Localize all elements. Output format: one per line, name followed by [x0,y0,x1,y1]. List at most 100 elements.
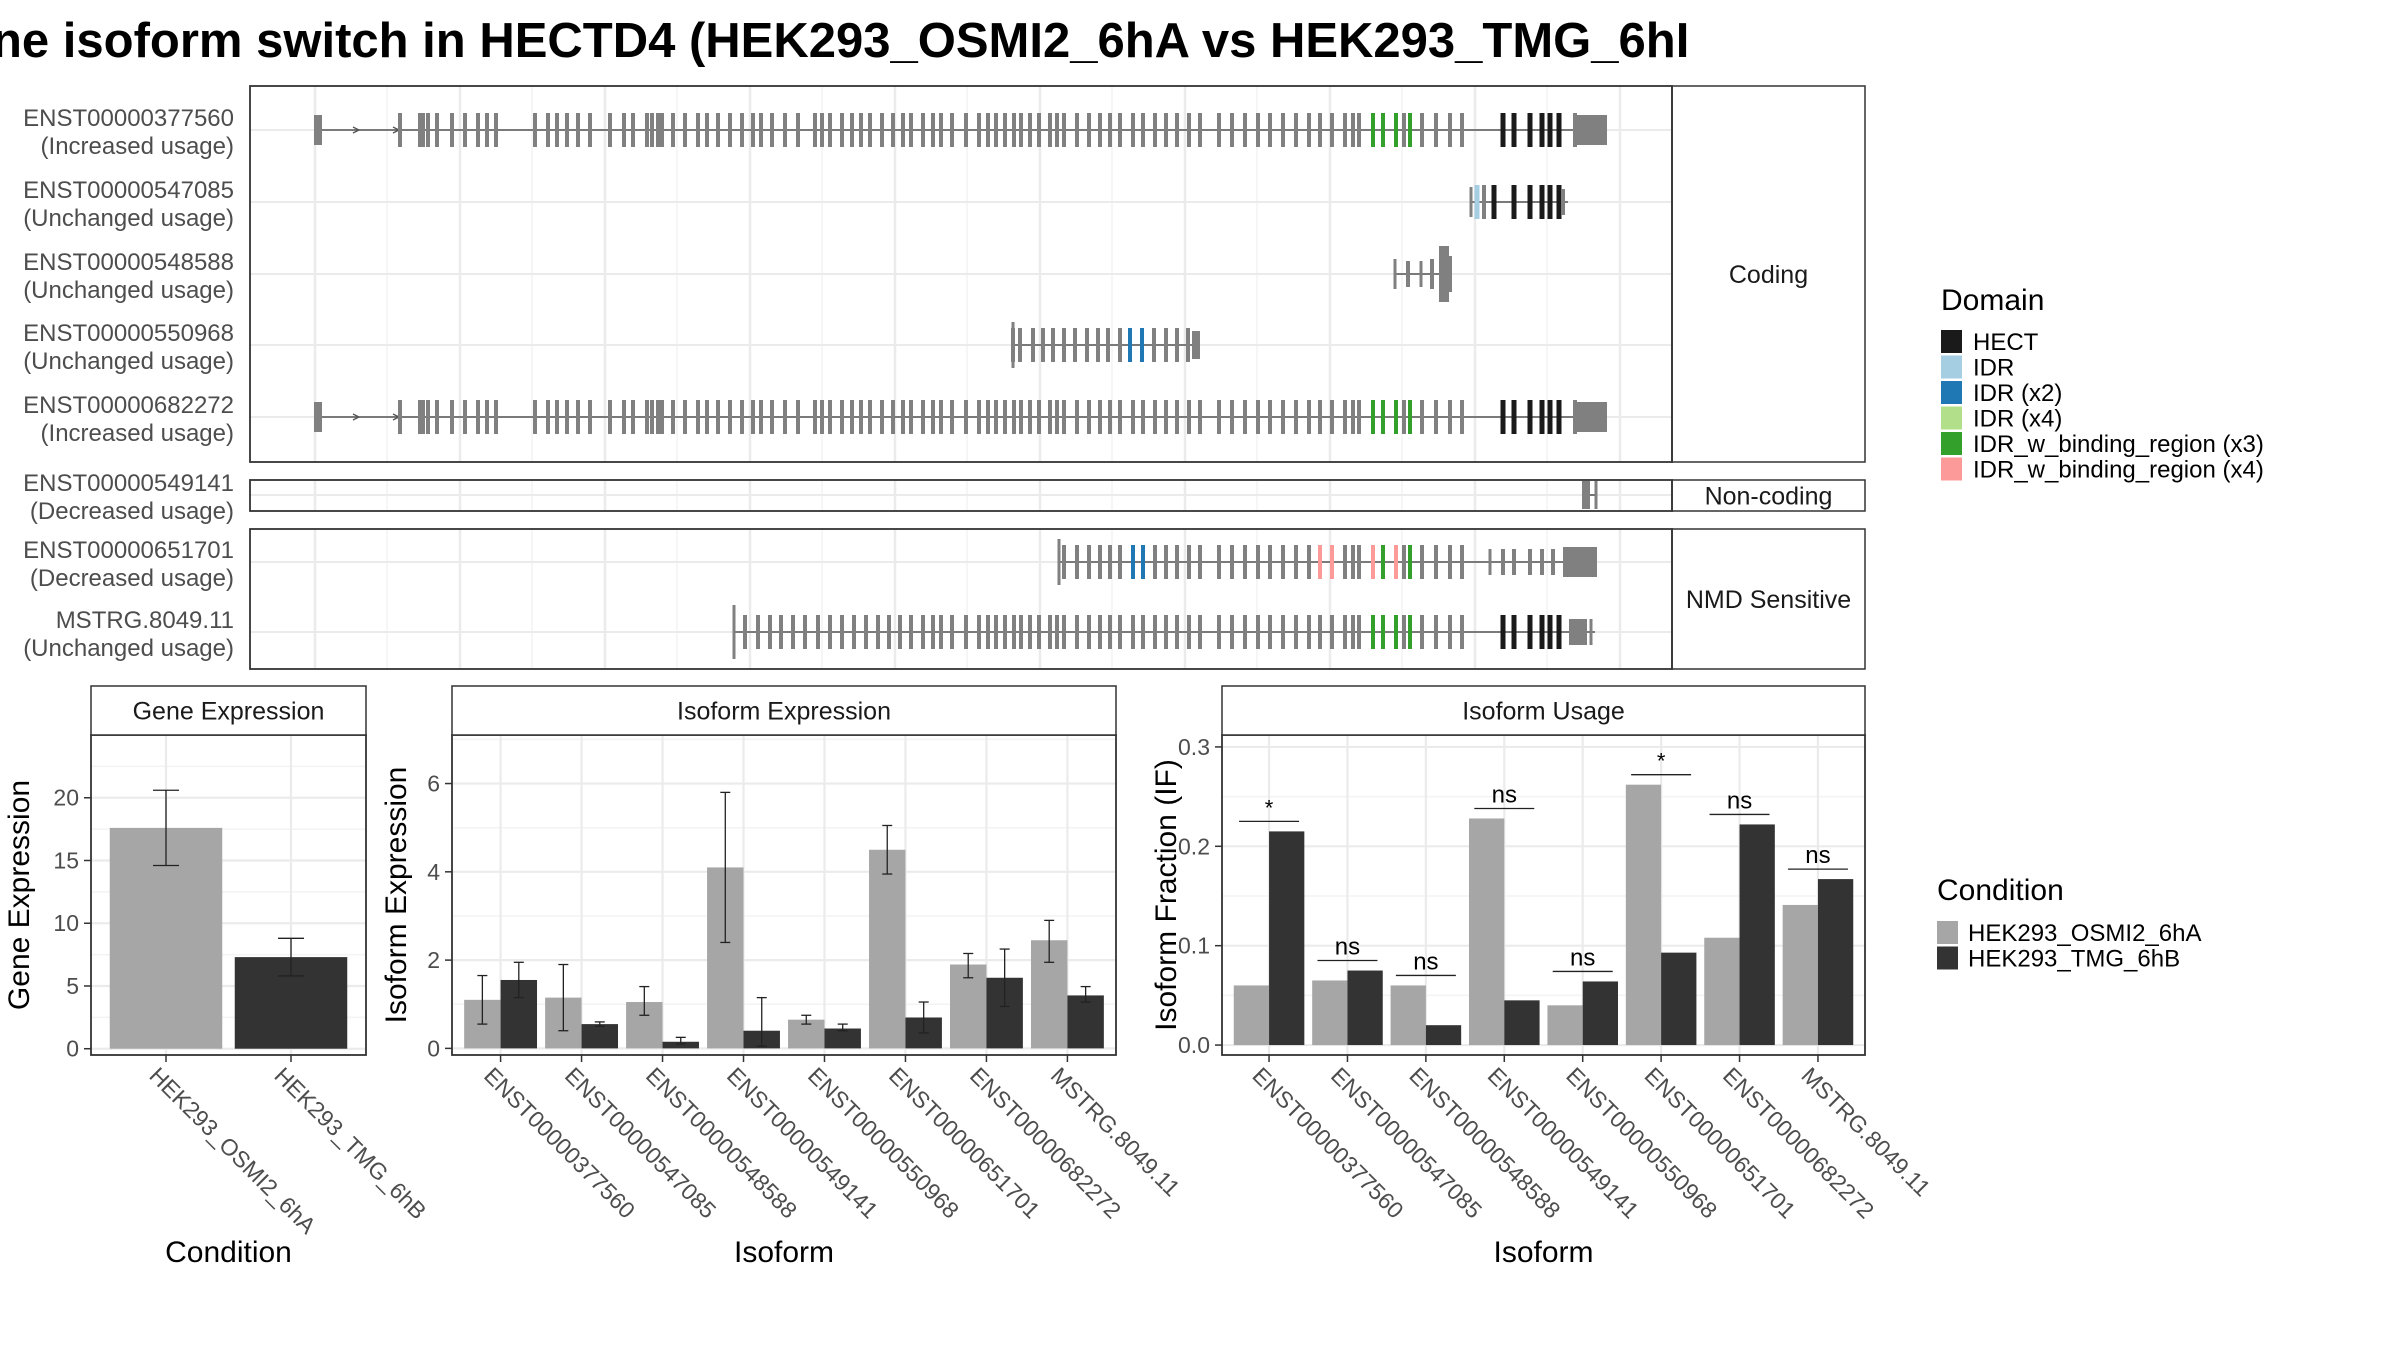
exon [1075,113,1079,147]
exon [1198,545,1202,579]
exon [964,400,968,434]
exon [1062,545,1066,579]
domain-exon [1371,113,1375,147]
domain-exon [1318,545,1322,579]
isoform-usage-label: (Decreased usage) [30,565,234,592]
exon [1281,615,1285,649]
hect-exon [1539,185,1545,219]
significance-label: * [1657,749,1666,774]
exon [1357,545,1361,579]
exon [398,400,402,434]
bar [1269,831,1305,1046]
x-axis-title: Condition [165,1236,292,1269]
exon [1075,545,1079,579]
exon [1294,545,1298,579]
exon [656,113,660,147]
panel-strip [451,685,1117,736]
bar [1233,985,1270,1046]
exon [1153,545,1157,579]
exon [1164,113,1168,147]
exon [645,400,649,434]
hect-exon [1500,113,1506,147]
exon [656,400,660,434]
direction-arrow [352,413,361,421]
exon [1198,400,1202,434]
panel-strip [90,685,367,736]
panel-strip-label: Coding [1729,261,1808,289]
exon [421,400,425,434]
exon [476,400,480,434]
exon [880,113,884,147]
exon [1062,328,1066,362]
exon [828,113,832,147]
exon [1037,615,1041,649]
exon [1501,549,1505,575]
exon [1003,113,1007,147]
exon [803,615,807,649]
exon [622,400,626,434]
exon [1402,615,1406,649]
y-tick-label: 6 [427,771,440,797]
exon [1051,328,1055,362]
exon [1048,615,1052,649]
exon [450,113,454,147]
exon [1087,545,1091,579]
exon [931,615,935,649]
exon [891,113,895,147]
exon [1087,615,1091,649]
x-tick-label: ENST00000547085 [560,1062,721,1223]
exon [1294,615,1298,649]
exon [939,113,943,147]
exon [986,113,990,147]
exon [622,113,626,147]
exon [1198,615,1202,649]
bar [1312,980,1348,1046]
exon [608,113,612,147]
exon [964,615,968,649]
domain-exon [1141,545,1145,579]
exon [588,400,592,434]
exon [485,400,489,434]
domain-exon [1381,400,1385,434]
exon [779,615,783,649]
domain-exon [1381,615,1385,649]
exon [683,113,687,147]
exon [1561,189,1565,215]
exon [994,615,998,649]
exon [1351,113,1355,147]
exon [728,400,732,434]
exon [494,113,498,147]
exon [1055,400,1059,434]
exon [314,402,322,432]
panel-background [250,529,1672,669]
isoform-usage-label: (Unchanged usage) [23,348,234,375]
exon [1419,261,1423,287]
exon [533,113,537,147]
exon [1131,615,1135,649]
domain-exon [1128,328,1132,362]
exon [1357,615,1361,649]
hect-exon [1556,185,1562,219]
isoform-id-label: MSTRG.8049.11 [56,607,234,634]
x-tick-label: ENST00000548588 [641,1062,802,1223]
exon [1131,113,1135,147]
exon [1019,113,1023,147]
hect-exon [1511,400,1517,434]
exon [1141,615,1145,649]
bar [824,1028,861,1049]
exon [868,113,872,147]
hect-exon [1500,400,1506,434]
exon [1256,113,1260,147]
domain-exon [1131,545,1135,579]
exon [588,113,592,147]
exon [1402,113,1406,147]
exon [1434,545,1438,579]
hect-exon [1547,185,1553,219]
exon [1318,400,1322,434]
domain-exon [1371,400,1375,434]
exon [1420,545,1424,579]
x-tick-label: ENST00000651701 [1640,1062,1801,1223]
exon [840,615,844,649]
x-tick-label: ENST00000377560 [479,1062,640,1223]
